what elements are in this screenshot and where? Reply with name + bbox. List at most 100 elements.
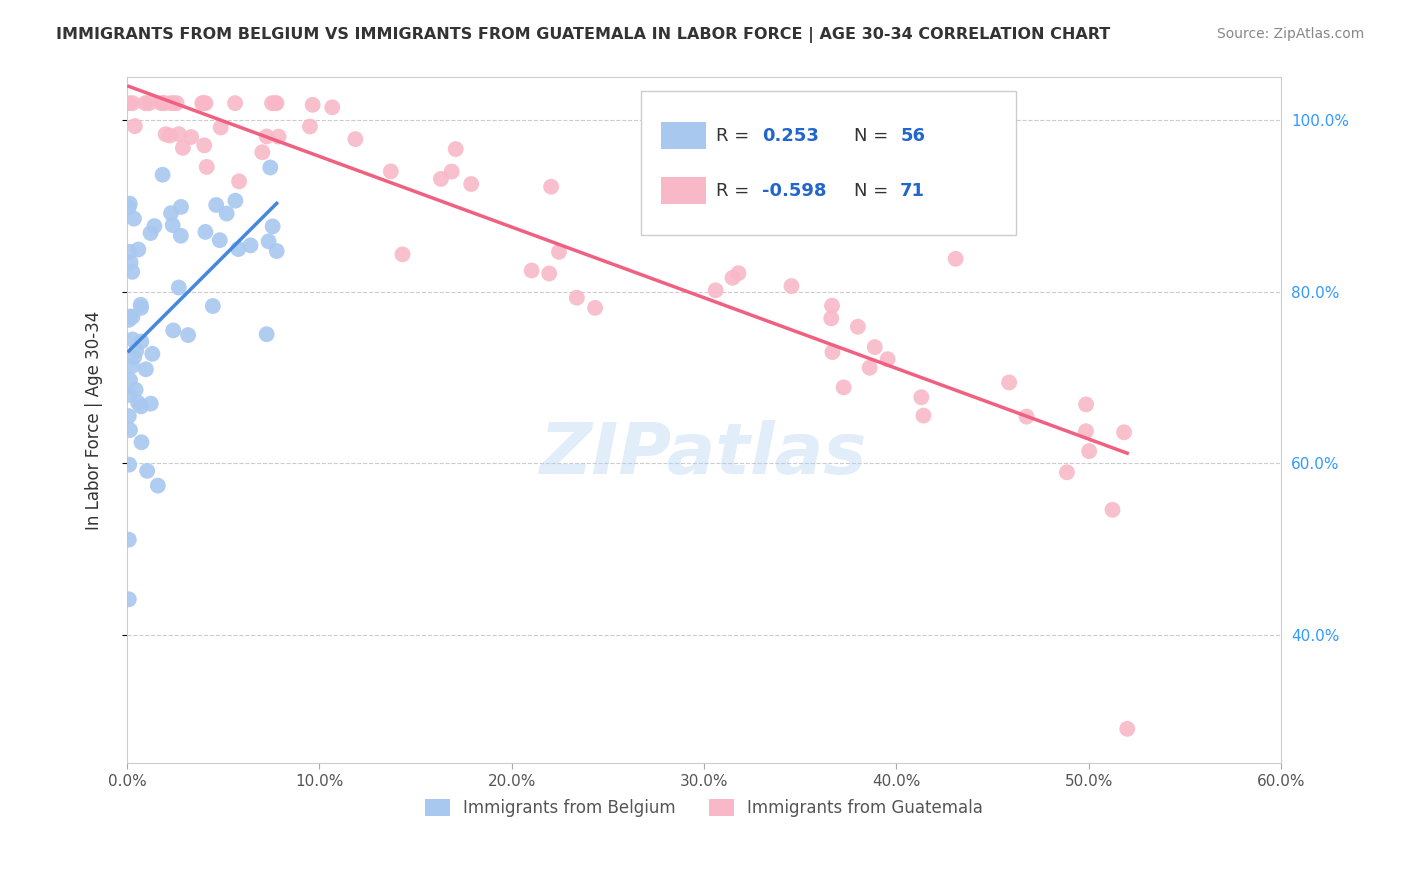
- Point: [138, 96, 160, 111]
- Point: [124, 383, 146, 397]
- Point: [538, 267, 561, 281]
- Point: [259, 161, 281, 175]
- Point: [256, 129, 278, 144]
- Point: [162, 323, 184, 337]
- Point: [162, 96, 184, 111]
- Point: [131, 435, 153, 450]
- Point: [172, 141, 194, 155]
- Point: [321, 100, 343, 114]
- Point: [155, 128, 177, 142]
- Point: [121, 96, 143, 111]
- Text: IMMIGRANTS FROM BELGIUM VS IMMIGRANTS FROM GUATEMALA IN LABOR FORCE | AGE 30-34 : IMMIGRANTS FROM BELGIUM VS IMMIGRANTS FR…: [56, 27, 1111, 43]
- Point: [226, 242, 249, 256]
- Point: [1074, 397, 1097, 411]
- Point: [121, 359, 143, 373]
- Point: [118, 409, 141, 423]
- Point: [121, 310, 143, 324]
- Point: [301, 98, 323, 112]
- Point: [118, 388, 141, 402]
- Point: [260, 96, 283, 111]
- Point: [177, 328, 200, 343]
- Legend: Immigrants from Belgium, Immigrants from Guatemala: Immigrants from Belgium, Immigrants from…: [418, 792, 990, 823]
- Point: [134, 96, 156, 111]
- Point: [209, 120, 232, 135]
- Point: [228, 174, 250, 188]
- Point: [194, 96, 217, 111]
- Point: [1056, 465, 1078, 479]
- Text: ZIPatlas: ZIPatlas: [540, 420, 868, 489]
- Point: [945, 252, 967, 266]
- Point: [998, 376, 1021, 390]
- Point: [159, 96, 181, 111]
- Point: [131, 334, 153, 349]
- Point: [266, 244, 288, 258]
- Point: [167, 127, 190, 141]
- Y-axis label: In Labor Force | Age 30-34: In Labor Force | Age 30-34: [86, 310, 103, 530]
- Point: [266, 96, 288, 111]
- FancyBboxPatch shape: [661, 177, 706, 204]
- Point: [208, 233, 231, 247]
- Point: [257, 235, 280, 249]
- Point: [858, 360, 880, 375]
- Point: [118, 373, 141, 387]
- Point: [1015, 409, 1038, 424]
- Point: [344, 132, 367, 146]
- Point: [1112, 425, 1135, 440]
- Point: [118, 244, 141, 259]
- Point: [139, 397, 162, 411]
- Point: [118, 458, 141, 472]
- Point: [910, 390, 932, 404]
- Point: [1078, 444, 1101, 458]
- Point: [122, 211, 145, 226]
- Point: [780, 279, 803, 293]
- Point: [118, 592, 141, 607]
- Point: [193, 96, 215, 111]
- FancyBboxPatch shape: [641, 91, 1015, 235]
- Point: [460, 177, 482, 191]
- Point: [118, 200, 141, 214]
- Point: [745, 125, 768, 139]
- Point: [444, 142, 467, 156]
- Point: [262, 219, 284, 234]
- Point: [125, 343, 148, 358]
- Point: [224, 96, 246, 111]
- Text: 56: 56: [900, 127, 925, 145]
- Point: [876, 352, 898, 367]
- Point: [267, 129, 290, 144]
- Point: [152, 96, 174, 111]
- Point: [129, 298, 152, 312]
- Point: [1101, 503, 1123, 517]
- Text: Source: ZipAtlas.com: Source: ZipAtlas.com: [1216, 27, 1364, 41]
- Point: [166, 96, 188, 111]
- Point: [170, 228, 193, 243]
- Point: [118, 533, 141, 547]
- Point: [201, 299, 224, 313]
- Point: [141, 347, 163, 361]
- Point: [146, 478, 169, 492]
- Point: [135, 362, 157, 376]
- Text: -0.598: -0.598: [762, 182, 827, 200]
- Point: [863, 340, 886, 354]
- Point: [565, 291, 588, 305]
- Text: 71: 71: [900, 182, 925, 200]
- Point: [820, 311, 842, 326]
- Point: [162, 218, 184, 232]
- Point: [205, 198, 228, 212]
- Point: [122, 350, 145, 364]
- Point: [159, 128, 181, 143]
- Point: [721, 270, 744, 285]
- Point: [215, 206, 238, 220]
- Point: [153, 96, 176, 111]
- Point: [846, 319, 869, 334]
- Point: [520, 263, 543, 277]
- Point: [540, 179, 562, 194]
- Point: [583, 301, 606, 315]
- Point: [252, 145, 274, 160]
- Point: [160, 206, 183, 220]
- Point: [264, 96, 287, 111]
- Point: [118, 96, 141, 111]
- Point: [380, 164, 402, 178]
- Point: [821, 345, 844, 359]
- Point: [124, 119, 146, 133]
- Point: [118, 196, 141, 211]
